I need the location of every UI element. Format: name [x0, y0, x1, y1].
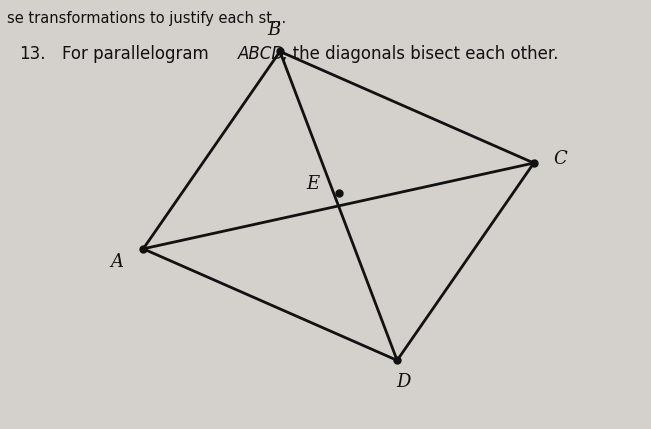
Text: For parallelogram: For parallelogram [62, 45, 214, 63]
Text: ABCD: ABCD [238, 45, 284, 63]
Text: D: D [396, 373, 411, 391]
Text: A: A [111, 253, 124, 271]
Text: 13.: 13. [20, 45, 46, 63]
Text: C: C [553, 150, 567, 168]
Text: B: B [267, 21, 280, 39]
Text: E: E [306, 175, 319, 193]
Text: , the diagonals bisect each other.: , the diagonals bisect each other. [282, 45, 559, 63]
Text: se transformations to justify each st...: se transformations to justify each st... [7, 11, 286, 26]
